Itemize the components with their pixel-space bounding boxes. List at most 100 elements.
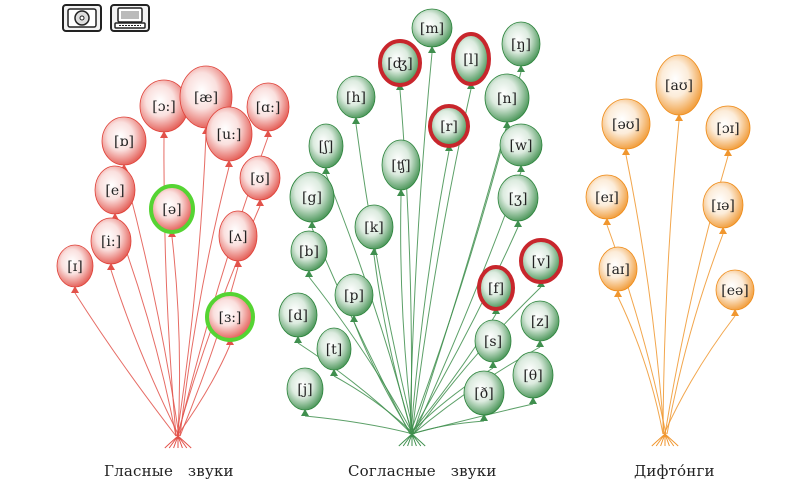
balloon-consonant[interactable]: [ʤ]	[378, 39, 422, 90]
balloon-consonant[interactable]: [h]	[336, 75, 376, 124]
balloon-vowel[interactable]: [ɪ]	[56, 244, 94, 293]
balloon-string	[171, 236, 181, 437]
balloon-consonant[interactable]: [θ]	[512, 351, 554, 404]
balloon-body	[334, 273, 374, 317]
highlight-ring	[149, 184, 195, 234]
balloon-body	[474, 319, 512, 363]
vowels-string-knot	[168, 435, 179, 449]
balloon-vowel[interactable]: [e]	[94, 165, 136, 220]
balloon-consonant[interactable]: [j]	[286, 367, 324, 416]
phoneme-label: [h]	[346, 90, 366, 106]
balloon-consonant[interactable]: [k]	[354, 204, 394, 255]
balloon-body	[463, 370, 505, 416]
balloon-body	[246, 82, 290, 132]
balloon-vowel[interactable]: [ɔ:]	[139, 79, 189, 138]
balloon-consonant[interactable]: [g]	[289, 171, 335, 228]
balloon-consonant[interactable]: [n]	[484, 73, 530, 128]
balloon-string	[353, 321, 412, 435]
phoneme-label: [s]	[484, 334, 502, 350]
balloon-consonant[interactable]: [ð]	[463, 370, 505, 421]
balloon-diphthong[interactable]: [eə]	[715, 269, 755, 316]
phoneme-label: [f]	[488, 281, 504, 297]
balloon-tie	[514, 220, 522, 227]
balloon-body	[336, 75, 376, 119]
balloon-string	[74, 292, 177, 437]
phoneme-label: [ʌ]	[229, 229, 248, 245]
balloon-vowel[interactable]: [i:]	[90, 217, 132, 270]
vowels-string-knot	[177, 435, 192, 449]
balloon-string	[413, 286, 542, 435]
balloon-diphthong[interactable]: [eɪ]	[585, 174, 629, 225]
balloon-consonant[interactable]: [v]	[519, 238, 563, 287]
balloon-consonant[interactable]: [m]	[411, 8, 453, 53]
balloon-vowel[interactable]: [ə]	[149, 184, 195, 237]
phoneme-label: [k]	[364, 220, 383, 236]
balloon-consonant[interactable]: [r]	[428, 104, 470, 151]
diphthongs-string-knot	[655, 433, 666, 447]
balloon-vowel[interactable]: [ʌ]	[218, 210, 258, 267]
balloon-consonant[interactable]: [p]	[334, 273, 374, 322]
vowels-caption: Гласные звуки	[104, 462, 234, 480]
phoneme-label: [aʊ]	[665, 78, 693, 94]
balloon-consonant[interactable]: [s]	[474, 319, 512, 368]
balloon-vowel[interactable]: [ʊ]	[239, 155, 281, 206]
balloon-vowel[interactable]: [ɑ:]	[246, 82, 290, 137]
phoneme-label: [ʒ]	[509, 191, 528, 207]
balloon-body	[56, 244, 94, 288]
balloon-body	[705, 105, 751, 151]
phoneme-label: [ɔ:]	[152, 99, 175, 115]
balloon-tie	[603, 218, 611, 225]
phoneme-label: [ə]	[162, 202, 181, 218]
balloon-consonant[interactable]: [d]	[278, 292, 318, 343]
computer-button[interactable]	[110, 4, 150, 32]
balloon-vowel[interactable]: [ɜ:]	[205, 292, 255, 345]
balloon-body	[411, 8, 453, 48]
phoneme-label: [m]	[420, 21, 444, 37]
balloon-string	[110, 269, 180, 437]
phoneme-label: [r]	[440, 119, 458, 135]
balloon-string	[410, 226, 519, 435]
balloon-tie	[322, 167, 330, 174]
balloon-tie	[724, 149, 732, 156]
balloon-tie	[731, 309, 739, 316]
balloon-vowel[interactable]: [ɒ]	[101, 116, 147, 171]
consonants-string-knot	[402, 433, 413, 447]
balloon-diphthong[interactable]: [ɔɪ]	[705, 105, 751, 156]
cd-audio-button[interactable]	[62, 4, 102, 32]
balloon-string	[409, 127, 508, 435]
diphthongs-string-knot	[664, 433, 679, 447]
balloon-consonant[interactable]: [ʒ]	[497, 174, 539, 227]
balloon-body	[585, 174, 629, 220]
balloon-diphthong[interactable]: [ɪə]	[702, 181, 744, 234]
balloon-consonant[interactable]: [l]	[451, 32, 491, 89]
balloon-consonant[interactable]: [t]	[316, 327, 352, 376]
balloon-consonant[interactable]: [w]	[499, 123, 543, 172]
phoneme-label: [z]	[531, 314, 549, 330]
balloon-diphthong[interactable]: [aʊ]	[655, 54, 703, 121]
balloon-tie	[675, 114, 683, 121]
balloon-string	[297, 342, 413, 435]
balloon-string	[410, 150, 450, 435]
balloon-tie	[489, 361, 497, 368]
balloon-tie	[301, 409, 309, 416]
highlight-ring	[205, 292, 255, 342]
balloon-consonant[interactable]: [f]	[477, 265, 515, 314]
phoneme-label: [ʧ]	[391, 158, 410, 174]
phoneme-label: [aɪ]	[606, 262, 630, 278]
balloon-body	[484, 73, 530, 123]
balloon-body	[715, 269, 755, 311]
balloon-consonant[interactable]: [ʧ]	[381, 139, 421, 196]
balloon-diphthong[interactable]: [aɪ]	[598, 246, 638, 297]
balloon-consonant[interactable]: [b]	[290, 230, 328, 277]
balloon-consonant[interactable]: [ʃ]	[308, 123, 344, 174]
balloon-tie	[308, 221, 316, 228]
balloon-vowel[interactable]: [u:]	[205, 106, 253, 167]
balloon-string	[333, 375, 415, 435]
consonants-string-knot	[411, 433, 426, 447]
balloon-diphthong[interactable]: [əʊ]	[601, 98, 651, 155]
highlight-ring	[519, 238, 563, 284]
balloon-consonant[interactable]: [ŋ]	[501, 21, 541, 72]
balloon-tie	[397, 189, 405, 196]
balloon-consonant[interactable]: [z]	[520, 300, 560, 347]
balloon-string	[308, 276, 414, 435]
